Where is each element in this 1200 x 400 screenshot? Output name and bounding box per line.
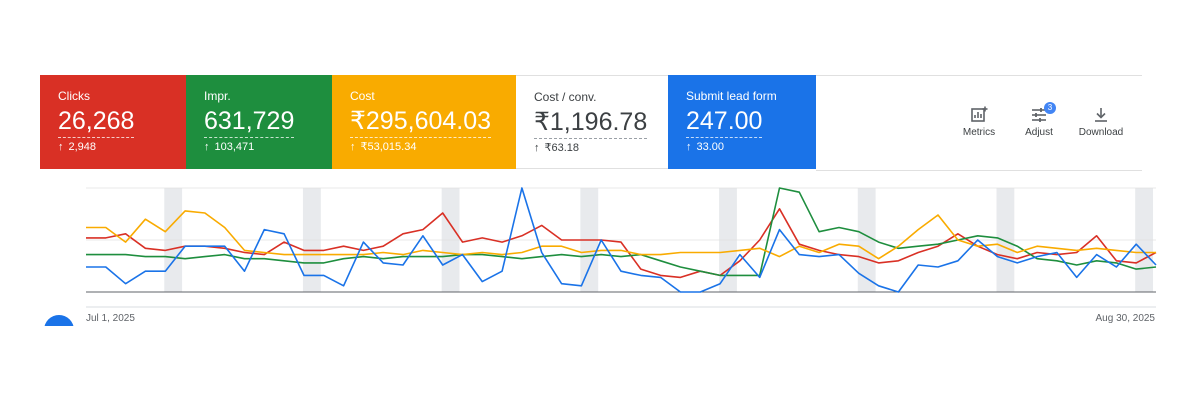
kpi-card-clicks[interactable]: Clicks 26,268 ↑ 2,948 (40, 75, 186, 169)
kpi-value: ₹1,196.78 (534, 107, 648, 139)
metrics-icon (971, 106, 988, 122)
adjust-button[interactable]: 3 Adjust (1004, 102, 1074, 138)
kpi-value: 247.00 (686, 106, 763, 138)
chart-series (86, 187, 1157, 293)
kpi-delta: ↑ 33.00 (686, 141, 816, 154)
arrow-up-icon: ↑ (350, 141, 356, 153)
arrow-up-icon: ↑ (58, 141, 64, 153)
kpi-value: 26,268 (58, 106, 135, 138)
download-icon (1095, 108, 1107, 122)
kpi-card-submit-lead-form[interactable]: Submit lead form 247.00 ↑ 33.00 (668, 75, 816, 169)
kpi-card-cost-per-conversion[interactable]: Cost / conv. ₹1,196.78 ↑ ₹63.18 (516, 75, 668, 169)
chart-toolbar: Metrics 3 Adjust Download (816, 75, 1142, 171)
kpi-label: Impr. (204, 89, 231, 103)
kpi-delta-value: ₹53,015.34 (360, 141, 417, 153)
kpi-delta: ↑ 103,471 (204, 141, 332, 154)
kpi-value: 631,729 (204, 106, 295, 138)
adjust-label: Adjust (1025, 127, 1053, 138)
kpi-card-impressions[interactable]: Impr. 631,729 ↑ 103,471 (186, 75, 332, 169)
download-label: Download (1078, 127, 1124, 138)
kpi-delta-value: 33.00 (696, 141, 725, 153)
x-axis-end-label: Aug 30, 2025 (1096, 313, 1156, 324)
adjust-badge: 3 (1044, 102, 1056, 114)
kpi-delta-value: 103,471 (214, 141, 255, 153)
kpi-label: Submit lead form (686, 89, 777, 103)
metrics-button[interactable]: Metrics (944, 106, 1014, 138)
series-line (86, 187, 1157, 277)
arrow-up-icon: ↑ (534, 142, 540, 154)
kpi-delta-value: 2,948 (68, 141, 97, 153)
page-footer-mask (0, 326, 1200, 400)
series-line (86, 210, 1156, 260)
download-button[interactable]: Download (1066, 106, 1136, 138)
chart-gridlines (86, 187, 1156, 293)
kpi-delta-value: ₹63.18 (544, 142, 580, 154)
tune-icon (1032, 108, 1046, 122)
arrow-up-icon: ↑ (686, 141, 692, 153)
kpi-delta: ↑ 2,948 (58, 141, 186, 154)
kpi-label: Cost / conv. (534, 90, 597, 104)
kpi-card-cost[interactable]: Cost ₹295,604.03 ↑ ₹53,015.34 (332, 75, 516, 169)
metrics-label: Metrics (962, 127, 996, 138)
x-axis-start-label: Jul 1, 2025 (86, 313, 135, 324)
kpi-label: Clicks (58, 89, 90, 103)
kpi-delta: ↑ ₹63.18 (534, 142, 668, 155)
arrow-up-icon: ↑ (204, 141, 210, 153)
kpi-label: Cost (350, 89, 375, 103)
performance-line-chart: Jul 1, 2025 Aug 30, 2025 (86, 187, 1157, 324)
series-line (86, 187, 1157, 293)
kpi-delta: ↑ ₹53,015.34 (350, 141, 516, 154)
kpi-value: ₹295,604.03 (350, 106, 492, 138)
